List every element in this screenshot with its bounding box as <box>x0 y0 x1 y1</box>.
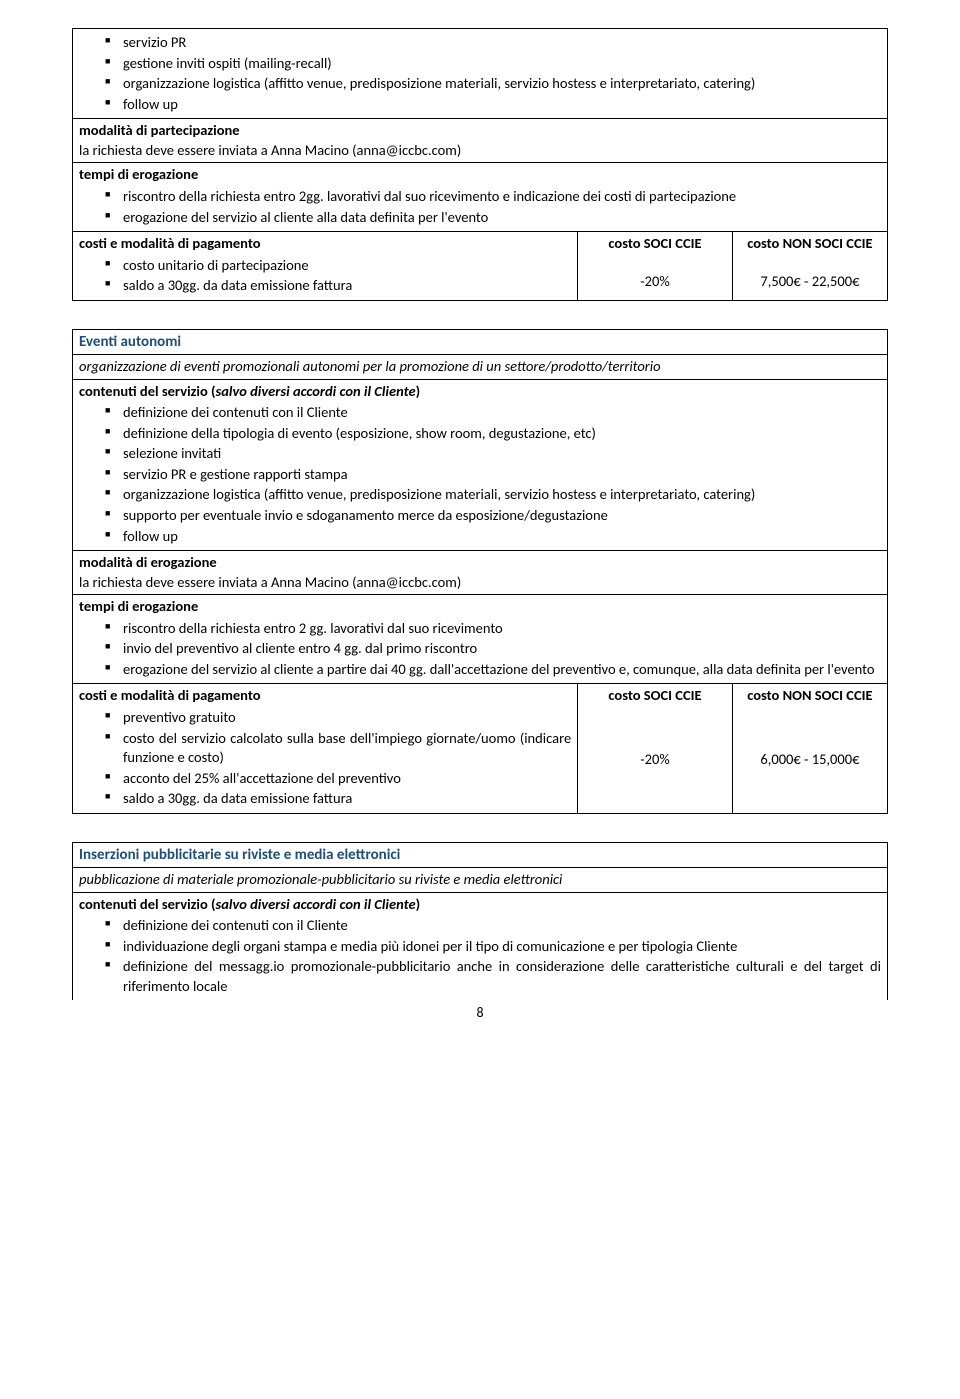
list-item: organizzazione logistica (affitto venue,… <box>105 74 881 94</box>
subtitle-row: pubblicazione di materiale promozionale-… <box>73 867 887 892</box>
list-item: preventivo gratuito <box>105 708 571 728</box>
tempi-bullets: riscontro della richiesta entro 2gg. lav… <box>79 185 881 229</box>
list-item: costo unitario di partecipazione <box>105 256 571 276</box>
service-box-2: Eventi autonomi organizzazione di eventi… <box>72 329 888 814</box>
list-item: follow up <box>105 527 881 547</box>
top-bullets-row: servizio PR gestione inviti ospiti (mail… <box>73 29 887 118</box>
tempi-label: tempi di erogazione <box>79 597 881 617</box>
costi-row: costi e modalità di pagamento preventivo… <box>73 683 887 812</box>
service-box-1: servizio PR gestione inviti ospiti (mail… <box>72 28 888 301</box>
col-non-soci-header: costo NON SOCI CCIE <box>739 686 881 706</box>
col-soci-header: costo SOCI CCIE <box>584 686 726 706</box>
contenuti-label: contenuti del servizio (salvo diversi ac… <box>79 382 881 402</box>
top-bullets: servizio PR gestione inviti ospiti (mail… <box>79 31 881 116</box>
tempi-bullets: riscontro della richiesta entro 2 gg. la… <box>79 617 881 682</box>
costi-bullets: preventivo gratuito costo del servizio c… <box>79 706 571 811</box>
list-item: servizio PR <box>105 33 881 53</box>
modalita-row: modalità di partecipazione la richiesta … <box>73 118 887 162</box>
contenuti-label-italic: salvo diversi accordi con il Cliente <box>216 382 416 400</box>
list-item: saldo a 30gg. da data emissione fattura <box>105 276 571 296</box>
contenuti-label-a: contenuti del servizio ( <box>79 382 216 400</box>
subtitle-row: organizzazione di eventi promozionali au… <box>73 354 887 379</box>
title-row: Eventi autonomi <box>73 330 887 354</box>
costi-bullets: costo unitario di partecipazione saldo a… <box>79 254 571 298</box>
list-item: saldo a 30gg. da data emissione fattura <box>105 789 571 809</box>
contenuti-bullets: definizione dei contenuti con il Cliente… <box>79 914 881 998</box>
modalita-label: modalità di erogazione <box>79 553 881 573</box>
modalita-row: modalità di erogazione la richiesta deve… <box>73 550 887 594</box>
list-item: invio del preventivo al cliente entro 4 … <box>105 639 881 659</box>
contenuti-bullets: definizione dei contenuti con il Cliente… <box>79 401 881 548</box>
list-item: supporto per eventuale invio e sdoganame… <box>105 506 881 526</box>
list-item: organizzazione logistica (affitto venue,… <box>105 485 881 505</box>
val-soci: -20% <box>584 750 726 770</box>
contenuti-row: contenuti del servizio (salvo diversi ac… <box>73 892 887 1001</box>
tempi-label: tempi di erogazione <box>79 165 881 185</box>
list-item: individuazione degli organi stampa e med… <box>105 937 881 957</box>
list-item: definizione del messagg.io promozionale-… <box>105 957 881 996</box>
list-item: erogazione del servizio al cliente a par… <box>105 660 881 680</box>
list-item: gestione inviti ospiti (mailing-recall) <box>105 54 881 74</box>
list-item: erogazione del servizio al cliente alla … <box>105 208 881 228</box>
list-item: follow up <box>105 95 881 115</box>
list-item: selezione invitati <box>105 444 881 464</box>
list-item: riscontro della richiesta entro 2gg. lav… <box>105 187 881 207</box>
contenuti-label-italic: salvo diversi accordi con il Cliente <box>216 895 416 913</box>
contenuti-label: contenuti del servizio (salvo diversi ac… <box>79 895 881 915</box>
val-soci: -20% <box>584 272 726 292</box>
modalita-text: la richiesta deve essere inviata a Anna … <box>79 573 881 593</box>
tempi-row: tempi di erogazione riscontro della rich… <box>73 162 887 231</box>
tempi-row: tempi di erogazione riscontro della rich… <box>73 594 887 683</box>
list-item: definizione della tipologia di evento (e… <box>105 424 881 444</box>
cost-table: costi e modalità di pagamento preventivo… <box>73 684 887 812</box>
service-box-3: Inserzioni pubblicitarie su riviste e me… <box>72 842 888 1001</box>
val-non-soci: 6,000€ - 15,000€ <box>739 750 881 770</box>
page-number: 8 <box>72 1004 888 1023</box>
list-item: servizio PR e gestione rapporti stampa <box>105 465 881 485</box>
list-item: acconto del 25% all'accettazione del pre… <box>105 769 571 789</box>
list-item: riscontro della richiesta entro 2 gg. la… <box>105 619 881 639</box>
col-soci-header: costo SOCI CCIE <box>584 234 726 254</box>
cost-table: costi e modalità di pagamento costo unit… <box>73 232 887 300</box>
costi-row: costi e modalità di pagamento costo unit… <box>73 231 887 300</box>
val-non-soci: 7,500€ - 22,500€ <box>739 272 881 292</box>
contenuti-row: contenuti del servizio (salvo diversi ac… <box>73 379 887 551</box>
box2-title: Eventi autonomi <box>79 332 881 352</box>
contenuti-label-a: contenuti del servizio ( <box>79 895 216 913</box>
contenuti-label-b: ) <box>416 895 421 913</box>
list-item: costo del servizio calcolato sulla base … <box>105 729 571 768</box>
modalita-text: la richiesta deve essere inviata a Anna … <box>79 141 881 161</box>
title-row: Inserzioni pubblicitarie su riviste e me… <box>73 843 887 867</box>
list-item: definizione dei contenuti con il Cliente <box>105 403 881 423</box>
col-non-soci-header: costo NON SOCI CCIE <box>739 234 881 254</box>
modalita-label: modalità di partecipazione <box>79 121 881 141</box>
costi-label: costi e modalità di pagamento <box>79 686 571 706</box>
list-item: definizione dei contenuti con il Cliente <box>105 916 881 936</box>
contenuti-label-b: ) <box>416 382 421 400</box>
costi-label: costi e modalità di pagamento <box>79 234 571 254</box>
box3-title: Inserzioni pubblicitarie su riviste e me… <box>79 845 881 865</box>
